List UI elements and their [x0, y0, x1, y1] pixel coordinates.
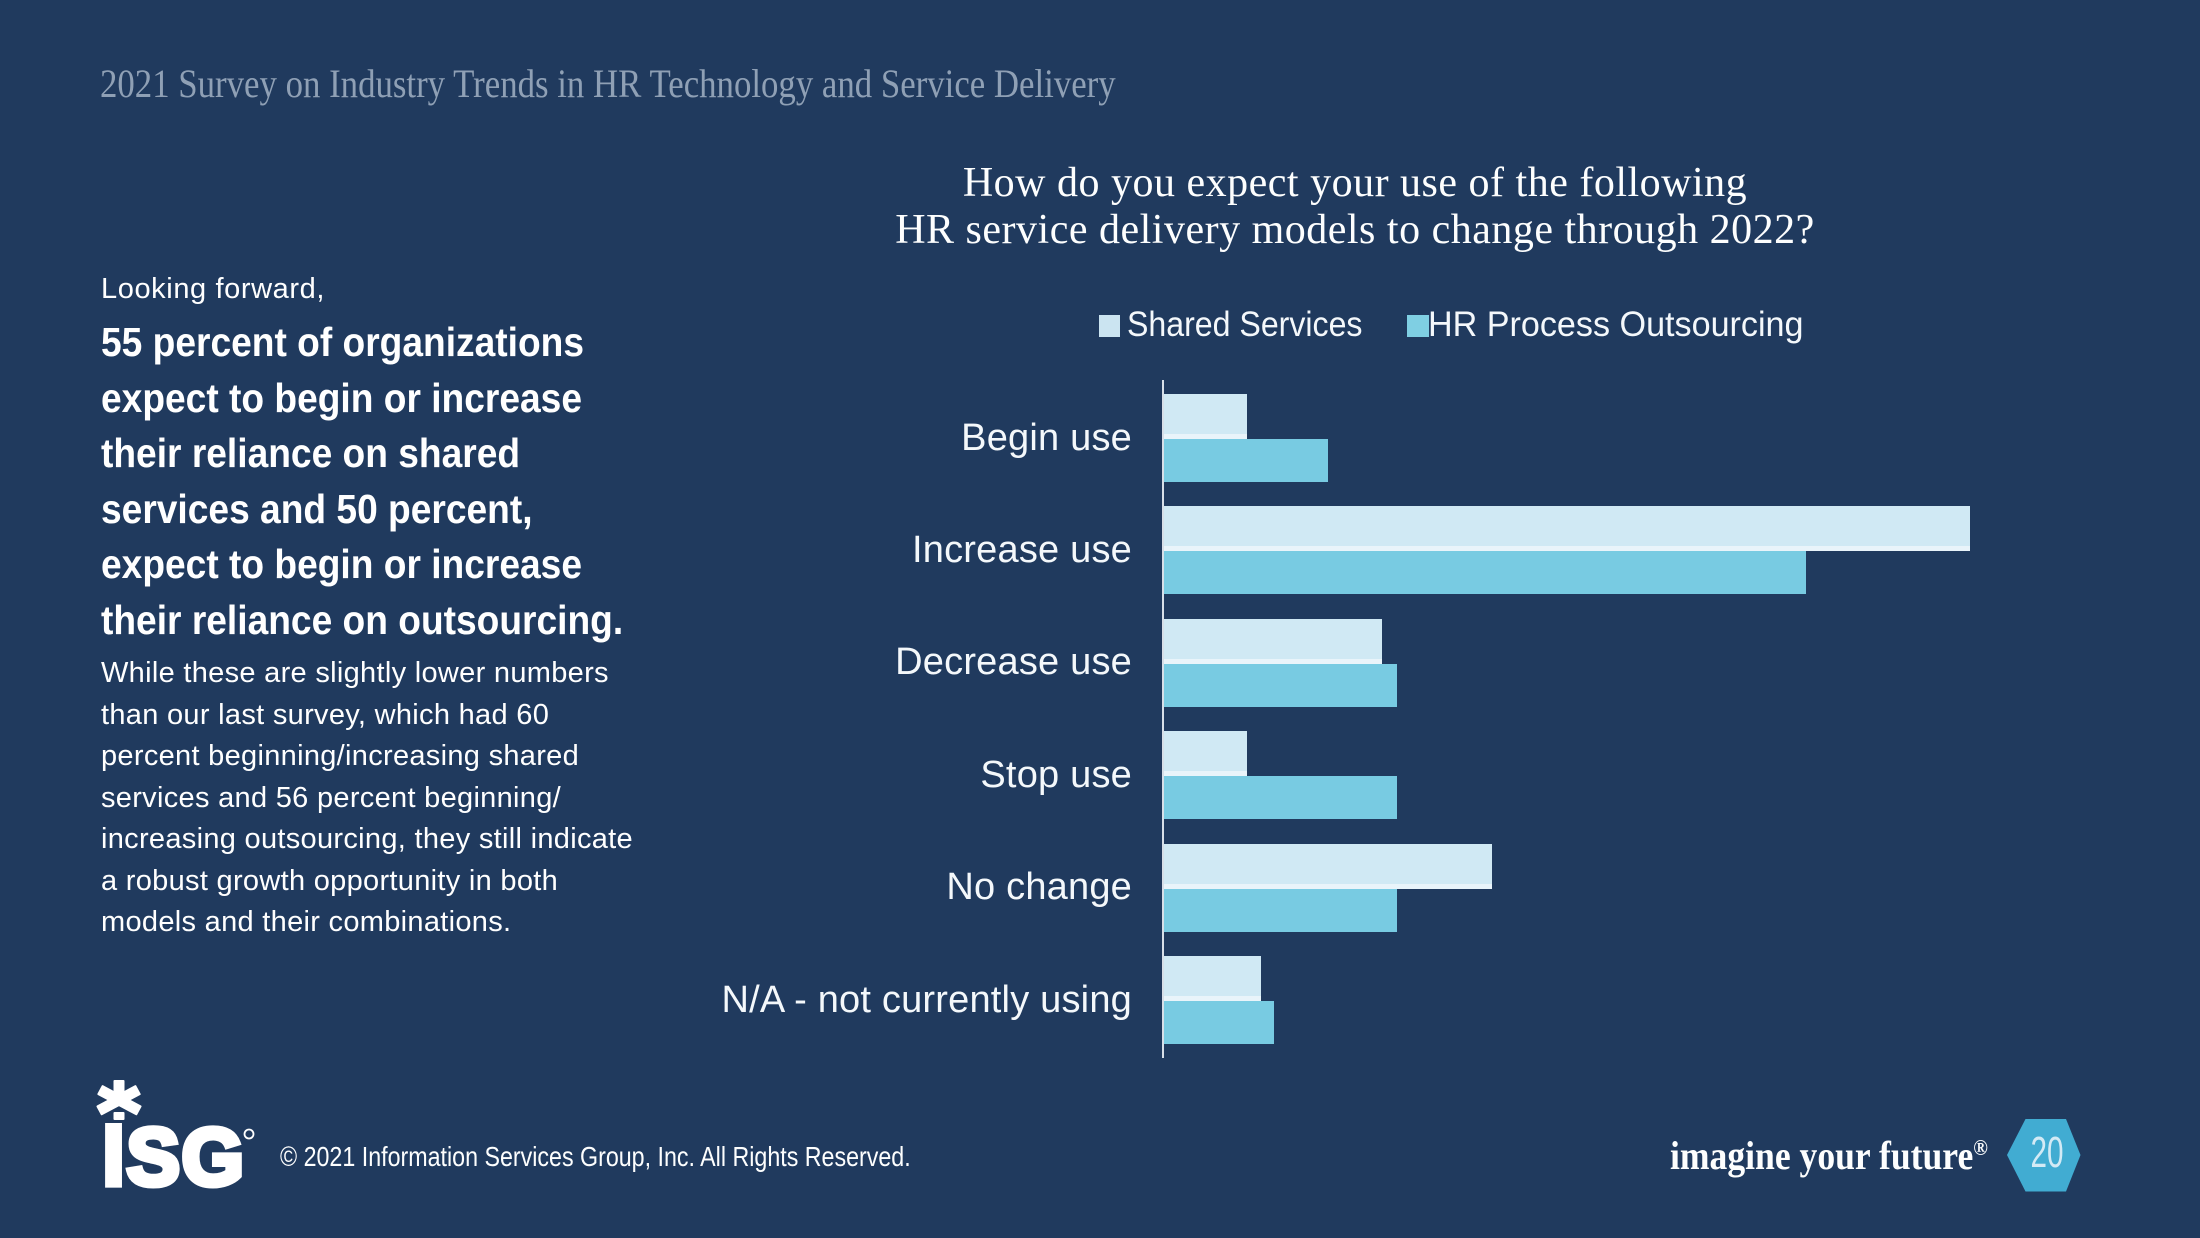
svg-text:lSG: lSG	[103, 1112, 246, 1203]
svg-text:20: 20	[2031, 1128, 2064, 1177]
